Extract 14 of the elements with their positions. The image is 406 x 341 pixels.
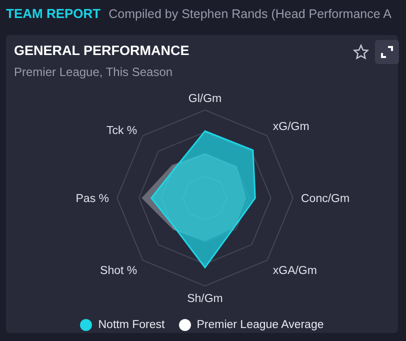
- legend-label: Nottm Forest: [97, 319, 165, 331]
- spoke-label: xG/Gm: [272, 121, 310, 134]
- spoke-label: xGA/Gm: [272, 265, 317, 278]
- spoke-label: Sh/Gm: [187, 293, 223, 306]
- spoke-label: Conc/Gm: [301, 193, 350, 206]
- spoke-label: Gl/Gm: [188, 93, 222, 105]
- spoke-label: Tck %: [106, 125, 138, 138]
- spoke-label: Shot %: [100, 265, 138, 278]
- text: TEAM REPORT: [6, 6, 101, 21]
- text: Compiled by Stephen Rands (Head Performance A: [108, 7, 392, 21]
- legend-label: Premier League Average: [196, 319, 324, 331]
- chart-title: GENERAL PERFORMANCE: [14, 43, 190, 58]
- chart-subtitle: Premier League, This Season: [14, 65, 173, 79]
- spoke-label: Pas %: [76, 193, 109, 206]
